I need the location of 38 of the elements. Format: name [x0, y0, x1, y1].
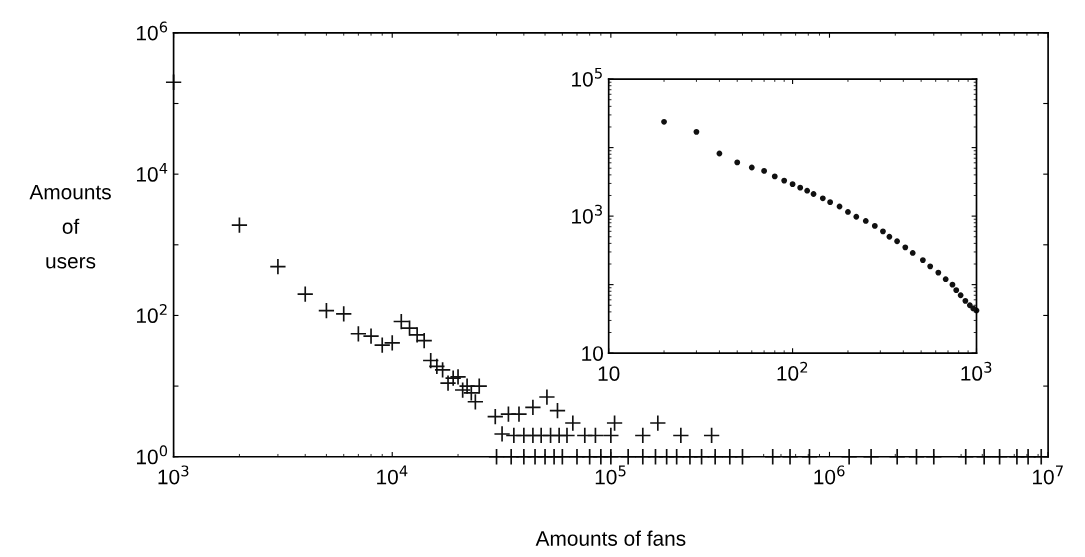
point: [949, 281, 956, 288]
point: [862, 218, 869, 224]
point: [827, 199, 834, 206]
point: [853, 213, 860, 220]
point: [771, 173, 778, 180]
point: [942, 276, 949, 283]
x-tick-label: 10$^{7}$: [1033, 465, 1063, 485]
x-tick-label: 10$^{3}$: [961, 361, 992, 381]
point: [797, 184, 804, 191]
y-tick-label: 10: [582, 346, 604, 361]
x-tick-label: 10: [598, 366, 620, 381]
y-tick-label: 10$^{2}$: [136, 304, 167, 324]
point: [894, 238, 901, 245]
point: [845, 209, 851, 215]
point: [886, 233, 893, 240]
y-tick-label: 10$^{5}$: [572, 67, 602, 87]
x-tick-label: 10$^{5}$: [595, 465, 626, 485]
y-axis-title: Amounts of users: [29, 184, 111, 269]
x-tick-label: 10$^{4}$: [377, 465, 408, 485]
point: [789, 181, 796, 188]
y-tick-label: 10$^{3}$: [572, 204, 602, 224]
point: [871, 222, 878, 229]
point: [819, 195, 826, 202]
x-tick-label: 10$^{3}$: [158, 465, 189, 485]
point: [909, 250, 916, 256]
x-axis-title: Amounts of fans: [535, 530, 686, 546]
x-tick-label: 10$^{6}$: [814, 465, 845, 485]
point: [781, 177, 788, 184]
point: [919, 257, 926, 264]
point: [935, 269, 942, 276]
x-tick-label: 10$^{2}$: [777, 361, 808, 381]
point: [836, 203, 843, 210]
point: [804, 187, 811, 194]
y-tick-label: 10$^{0}$: [136, 445, 168, 465]
y-tick-label: 10$^{4}$: [136, 162, 168, 182]
y-tick-label: 10$^{6}$: [136, 21, 168, 41]
point: [927, 263, 934, 270]
point: [902, 244, 909, 251]
